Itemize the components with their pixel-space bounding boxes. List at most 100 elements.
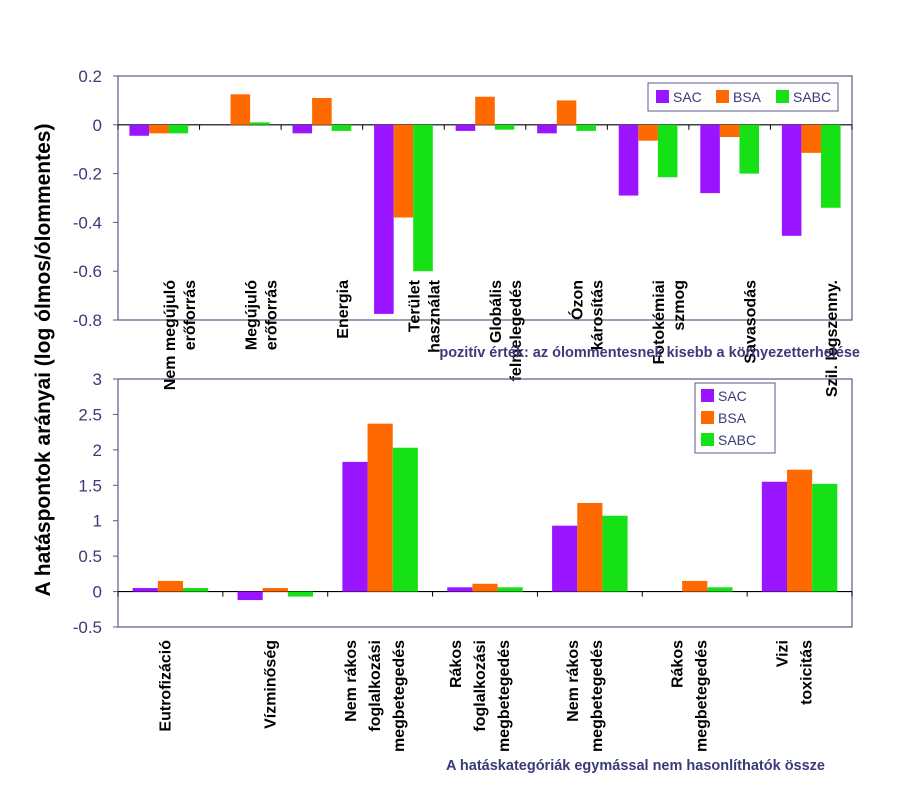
x-category-label: Nem megújuló (162, 280, 179, 390)
x-category-label: Ózon (568, 280, 587, 320)
bar-sac (342, 461, 368, 592)
y-tick-label: 0 (93, 116, 102, 135)
x-category-label: Eutrofizáció (157, 640, 174, 732)
bar-sabc (331, 124, 352, 131)
bar-bsa (786, 469, 813, 592)
bar-bsa (393, 124, 414, 218)
x-category-label: Rákos (670, 640, 687, 688)
bar-sabc (812, 483, 838, 592)
bar-bsa (157, 580, 184, 592)
legend-swatch-sac (701, 389, 714, 402)
x-category-label: megbetegedés (496, 640, 513, 752)
x-category-label: erőforrás (182, 280, 199, 350)
legend-swatch-bsa (716, 90, 729, 103)
bar-sac (700, 124, 720, 194)
bar-sac (537, 124, 557, 134)
legend-box (647, 82, 839, 112)
bar-bsa (472, 583, 498, 592)
x-category-label: felmelegedés (508, 280, 525, 381)
x-category-label: Rákos (448, 640, 465, 688)
legend-swatch-sabc (701, 433, 714, 446)
bar-bsa (148, 124, 169, 134)
legend-label: SABC (718, 432, 756, 448)
bar-bsa (556, 100, 577, 125)
legend-label: SAC (718, 388, 747, 404)
bar-sac (552, 525, 578, 592)
bar-sabc (392, 447, 418, 592)
bar-bsa (230, 94, 251, 125)
bar-sabc (707, 587, 733, 592)
x-category-label: Energia (335, 280, 352, 339)
bar-sac (129, 124, 149, 136)
bar-sabc (287, 591, 314, 597)
bottom-chart: 3 2.5 2 1.5 1 0.5 0 -0.5 Eutrofizáció Vízminőség N… (73, 370, 853, 752)
y-tick-label: -0.8 (73, 311, 102, 330)
legend-label: SAC (673, 89, 702, 105)
bar-bsa (638, 124, 658, 141)
x-category-label: Globális (488, 280, 505, 343)
bar-sac (618, 124, 639, 196)
legend-label: BSA (733, 89, 762, 105)
y-tick-label: 2 (93, 441, 102, 460)
x-category-label: Nem rákos (565, 640, 582, 722)
bar-sabc (821, 124, 841, 208)
legend-swatch-sabc (776, 90, 789, 103)
y-tick-label: -0.2 (73, 165, 102, 184)
bar-sabc (576, 124, 596, 131)
bar-sabc (494, 124, 515, 130)
bar-sabc (183, 588, 209, 592)
bar-sac (761, 481, 787, 592)
x-category-label: Fotokémiai (651, 280, 668, 364)
x-category-label: Megújuló (243, 280, 260, 350)
plot-frame (117, 75, 853, 321)
bar-sac (292, 124, 313, 134)
x-category-label: erőforrás (263, 280, 280, 350)
bar-sac (781, 124, 802, 236)
bottom-note: A hatáskategóriák egymással nem hasonlít… (446, 758, 825, 774)
y-tick-label: -0.6 (73, 262, 102, 281)
x-category-label: károsítás (590, 280, 607, 350)
plot-frame (117, 378, 853, 628)
bar-sac (455, 124, 476, 131)
bar-sac (237, 591, 263, 601)
bar-sabc (497, 587, 523, 592)
bar-sabc (657, 124, 678, 178)
bar-bsa (577, 503, 603, 592)
y-tick-label: 2.5 (78, 405, 102, 424)
bar-sabc (168, 124, 189, 134)
x-category-label: foglalkozási (367, 640, 384, 732)
y-tick-label: -0.4 (73, 213, 102, 232)
x-category-label: Vizi (775, 640, 792, 667)
legend-label: SABC (793, 89, 831, 105)
x-category-label: megbetegedés (694, 640, 711, 752)
x-category-label: megbetegedés (391, 640, 408, 752)
top-note: pozitív érték: az ólommentesnek kisebb a… (439, 345, 860, 361)
y-axis-title: A hatáspontok arányai (log ólmos/ólommen… (32, 124, 55, 597)
bar-sac (132, 588, 158, 592)
legend-label: BSA (718, 410, 747, 426)
x-category-label: toxicitás (799, 640, 816, 705)
bar-bsa (801, 124, 822, 153)
x-category-label: Szil. légszenny. (824, 280, 841, 397)
y-tick-label: 0.2 (78, 67, 102, 86)
x-category-label: Nem rákos (343, 640, 360, 722)
bar-bsa (719, 124, 740, 137)
bar-bsa (475, 96, 495, 125)
y-tick-label: 3 (93, 370, 102, 389)
y-tick-label: -0.5 (73, 618, 102, 637)
bar-sabc (602, 515, 628, 592)
bar-bsa (312, 97, 332, 125)
bar-sabc (250, 122, 270, 125)
bar-sabc (413, 124, 433, 272)
x-category-label: Savasodás (743, 280, 760, 364)
bar-bsa (682, 580, 708, 592)
y-tick-label: 0.5 (78, 547, 102, 566)
top-chart: 0.20-0.2-0.4-0.6-0.8 Nem megújuló erőforrá… (73, 67, 853, 397)
legend-swatch-sac (656, 90, 669, 103)
bar-bsa (262, 588, 288, 592)
x-category-label: Terület (406, 279, 423, 332)
bar-sac (374, 124, 394, 314)
bar-sabc (739, 124, 760, 174)
y-tick-label: 1.5 (78, 476, 102, 495)
